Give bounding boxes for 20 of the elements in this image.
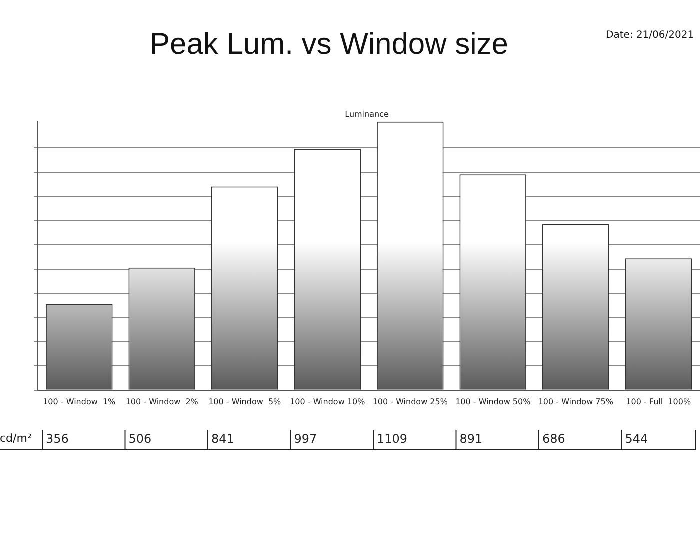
x-tick-label: 100 - Window 10% (290, 397, 366, 406)
x-tick-label: 100 - Window 1% (43, 397, 116, 406)
chart-title: Peak Lum. vs Window size (150, 28, 508, 62)
x-tick-label: 100 - Window 25% (372, 397, 448, 406)
data-label: 686 (542, 432, 566, 446)
text: Date: 21/06/2021 (606, 30, 694, 41)
x-tick-label: 100 - Window 2% (126, 397, 199, 406)
data-label: 506 (128, 432, 152, 446)
x-tick-label: 100 - Window 75% (538, 397, 614, 406)
data-label: 544 (625, 432, 648, 446)
data-label: 997 (294, 432, 318, 446)
x-tick-label: 100 - Window 5% (208, 397, 282, 406)
text: cd/m² (0, 432, 32, 445)
chart-subtitle: Luminance (345, 110, 389, 119)
data-label: 356 (46, 432, 69, 446)
x-tick-label: 100 - Window 50% (456, 397, 532, 406)
x-tick-label: 100 - Full 100% (626, 397, 692, 406)
data-label: 841 (212, 432, 234, 446)
data-label: 891 (460, 432, 483, 446)
data-label: 1109 (377, 432, 408, 446)
